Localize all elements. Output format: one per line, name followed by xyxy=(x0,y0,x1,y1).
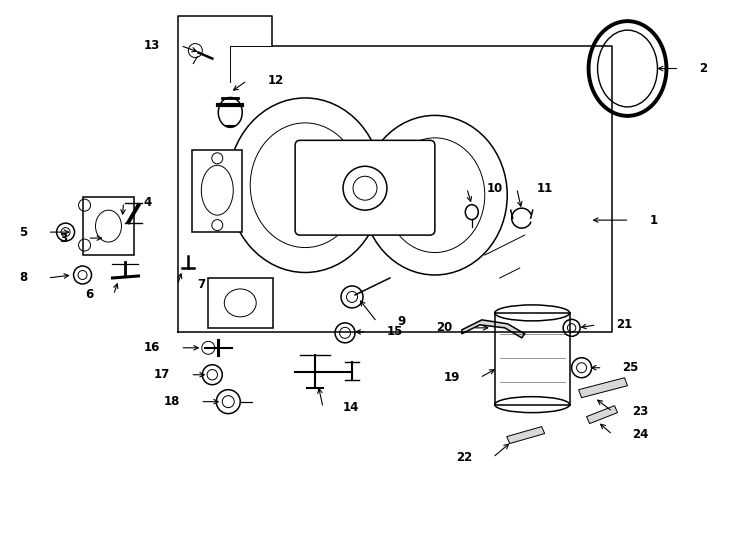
Text: 8: 8 xyxy=(19,272,28,285)
Text: 1: 1 xyxy=(650,214,658,227)
Text: 15: 15 xyxy=(387,325,404,339)
Ellipse shape xyxy=(218,97,242,127)
FancyBboxPatch shape xyxy=(208,278,273,328)
Text: 22: 22 xyxy=(457,451,473,464)
Ellipse shape xyxy=(495,397,570,413)
Text: 9: 9 xyxy=(397,315,405,328)
Text: 23: 23 xyxy=(633,405,649,418)
FancyBboxPatch shape xyxy=(82,197,134,255)
Circle shape xyxy=(341,286,363,308)
Text: 6: 6 xyxy=(85,288,93,301)
Polygon shape xyxy=(462,320,525,338)
Text: 24: 24 xyxy=(633,428,649,441)
Text: 20: 20 xyxy=(437,321,453,334)
Text: 4: 4 xyxy=(143,195,152,208)
Text: 2: 2 xyxy=(700,62,708,75)
Text: 19: 19 xyxy=(443,371,459,384)
Text: 25: 25 xyxy=(622,361,639,374)
Text: 21: 21 xyxy=(617,319,633,332)
Text: 10: 10 xyxy=(487,182,503,195)
FancyBboxPatch shape xyxy=(192,150,242,232)
Text: 13: 13 xyxy=(144,39,161,52)
Circle shape xyxy=(343,166,387,210)
Text: 12: 12 xyxy=(267,74,283,87)
Polygon shape xyxy=(578,377,628,397)
Text: 14: 14 xyxy=(343,401,360,414)
Text: 5: 5 xyxy=(19,226,28,239)
Ellipse shape xyxy=(465,205,479,220)
Text: 7: 7 xyxy=(197,279,206,292)
Polygon shape xyxy=(506,427,545,443)
Text: 16: 16 xyxy=(144,341,161,354)
Text: 3: 3 xyxy=(59,232,68,245)
Text: 17: 17 xyxy=(154,368,170,381)
Text: 18: 18 xyxy=(164,395,181,408)
FancyBboxPatch shape xyxy=(295,140,435,235)
Text: 11: 11 xyxy=(537,182,553,195)
Polygon shape xyxy=(586,406,617,423)
Ellipse shape xyxy=(495,305,570,321)
Ellipse shape xyxy=(597,30,658,107)
